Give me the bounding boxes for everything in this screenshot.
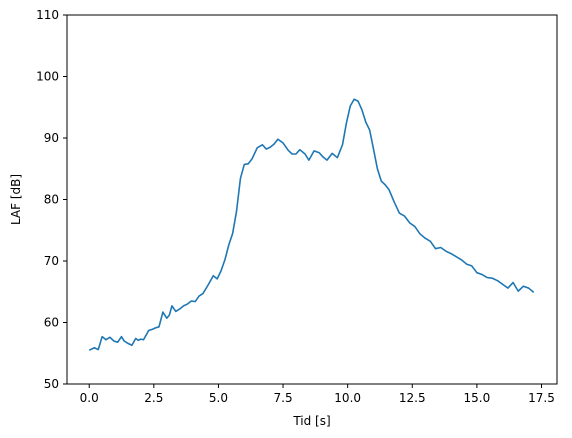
axes-frame	[66, 14, 558, 385]
x-tick-label: 17.5	[528, 391, 555, 405]
axis-ticks: 0.0 2.5 5.0 7.5 10.0 12.5 15.0 17.5 50 60 70 80 90 10…	[36, 8, 555, 405]
y-tick-label: 60	[44, 316, 59, 330]
x-tick-label: 12.5	[399, 391, 426, 405]
x-axis-label: Tid [s]	[292, 414, 330, 428]
y-tick-label: 90	[44, 131, 59, 145]
x-tick-label: 5.0	[209, 391, 228, 405]
y-tick-label: 50	[44, 377, 59, 391]
series-line	[88, 98, 535, 351]
y-tick-label: 100	[36, 70, 59, 84]
y-tick-label: 80	[44, 193, 59, 207]
y-axis-label: LAF [dB]	[9, 174, 23, 225]
x-tick-label: 15.0	[464, 391, 491, 405]
plot-area	[88, 98, 535, 351]
x-tick-label: 10.0	[334, 391, 361, 405]
x-tick-label: 0.0	[80, 391, 99, 405]
x-tick-label: 7.5	[274, 391, 293, 405]
y-tick-label: 70	[44, 254, 59, 268]
y-tick-label: 110	[36, 8, 59, 22]
x-tick-label: 2.5	[144, 391, 163, 405]
